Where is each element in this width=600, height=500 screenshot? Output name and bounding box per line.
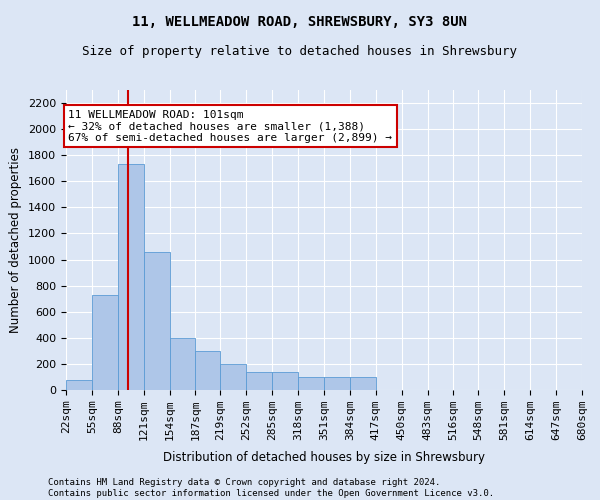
Text: Size of property relative to detached houses in Shrewsbury: Size of property relative to detached ho… [83,45,517,58]
Bar [324,377,350,390]
Bar [220,364,247,390]
Bar [66,380,92,390]
Bar [350,377,376,390]
Bar [298,377,324,390]
Bar [272,372,298,390]
X-axis label: Distribution of detached houses by size in Shrewsbury: Distribution of detached houses by size … [163,452,485,464]
Text: 11, WELLMEADOW ROAD, SHREWSBURY, SY3 8UN: 11, WELLMEADOW ROAD, SHREWSBURY, SY3 8UN [133,15,467,29]
Text: 11 WELLMEADOW ROAD: 101sqm
← 32% of detached houses are smaller (1,388)
67% of s: 11 WELLMEADOW ROAD: 101sqm ← 32% of deta… [68,110,392,143]
Bar [143,252,170,390]
Text: Contains HM Land Registry data © Crown copyright and database right 2024.
Contai: Contains HM Land Registry data © Crown c… [48,478,494,498]
Bar [170,338,196,390]
Bar [196,351,220,390]
Y-axis label: Number of detached properties: Number of detached properties [10,147,22,333]
Bar [118,164,143,390]
Bar [247,372,272,390]
Bar [92,295,118,390]
